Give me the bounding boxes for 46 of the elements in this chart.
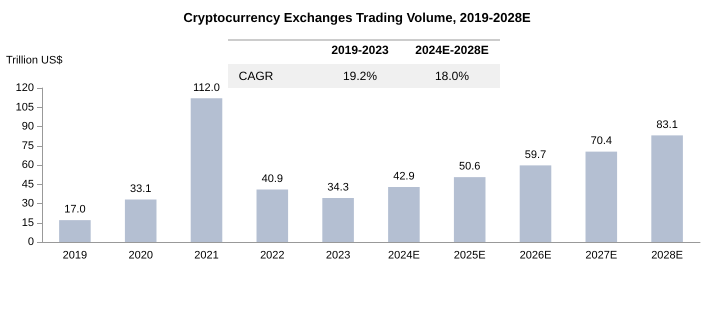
bar [454,177,486,242]
y-tick-label: 0 [28,236,34,248]
bar [256,190,288,242]
bar [322,198,354,242]
data-label: 34.3 [327,181,349,194]
bar [586,152,618,242]
text: 2024E-2028E [415,43,489,57]
bar [388,186,420,242]
y-tick-label: 15 [22,216,34,229]
y-tick-label: 75 [22,140,34,152]
data-label: 50.6 [458,160,480,173]
x-tick-label: 2026E [520,250,552,262]
x-tick-label: 2023 [326,250,350,262]
x-tick-label: 2020 [128,250,153,262]
text: CAGR [238,69,274,83]
data-label: 17.0 [64,204,86,216]
x-tick-label: 2025E [454,250,486,262]
y-tick-label: 45 [22,178,34,190]
bar [59,220,91,242]
x-tick-label: 2028E [651,250,684,262]
data-label: 70.4 [590,135,612,148]
x-tick-label: 2021 [194,250,219,262]
text: 19.2% [342,69,378,83]
bar [190,98,222,242]
y-tick-label: 120 [16,82,34,94]
data-label: 40.9 [262,173,284,186]
bar [124,200,156,242]
y-axis-title: Trillion US$ [6,54,62,66]
x-tick-label: 2027E [585,250,618,262]
bar [520,165,552,242]
chart-title: Cryptocurrency Exchanges Trading Volume, 2019-2028E [183,10,531,25]
data-label: 42.9 [393,170,415,182]
data-label: 33.1 [130,183,152,196]
text: 2019-2023 [331,43,390,57]
x-tick-label: 2024E [388,250,420,262]
data-label: 112.0 [193,82,220,94]
text: 18.0% [434,69,470,83]
data-label: 59.7 [524,148,546,161]
x-tick-label: 2022 [260,250,285,262]
y-tick-label: 90 [22,120,34,132]
y-tick-label: 60 [22,159,34,171]
bar [651,135,683,242]
y-tick-label: 105 [16,101,34,114]
y-tick-label: 30 [22,198,34,210]
data-label: 83.1 [656,118,678,131]
x-tick-label: 2019 [62,250,88,262]
